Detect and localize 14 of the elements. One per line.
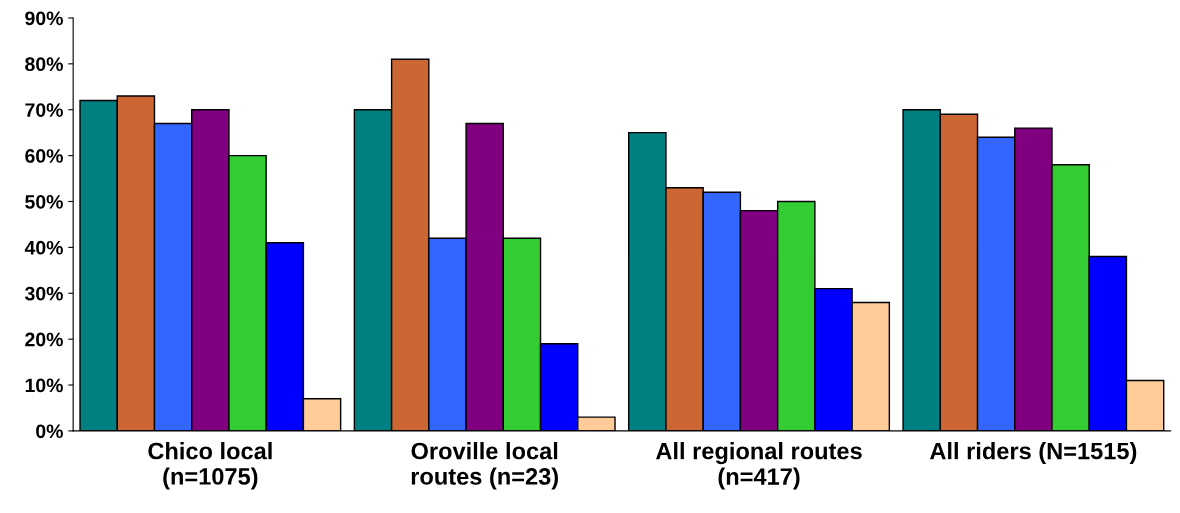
y-tick-label: 0% — [36, 424, 63, 439]
y-tick-label: 20% — [25, 332, 63, 347]
y-tick-label: 90% — [25, 11, 63, 26]
x-tick-label: All riders (N=1515) — [929, 442, 1137, 465]
x-tick-label: All regional routes (n=417) — [655, 442, 862, 490]
y-tick-label: 40% — [24, 240, 63, 255]
y-tick-label: 10% — [25, 378, 63, 393]
x-tick-label: Chico local (n=1075) — [148, 442, 272, 490]
y-tick-label: 30% — [24, 286, 63, 301]
y-tick-label: 50% — [25, 194, 63, 209]
y-tick-label: 80% — [25, 57, 63, 72]
x-tick-label: Oroville local routes (n=23) — [411, 442, 558, 490]
y-tick-label: 70% — [25, 103, 63, 117]
y-tick-label: 60% — [25, 149, 63, 163]
